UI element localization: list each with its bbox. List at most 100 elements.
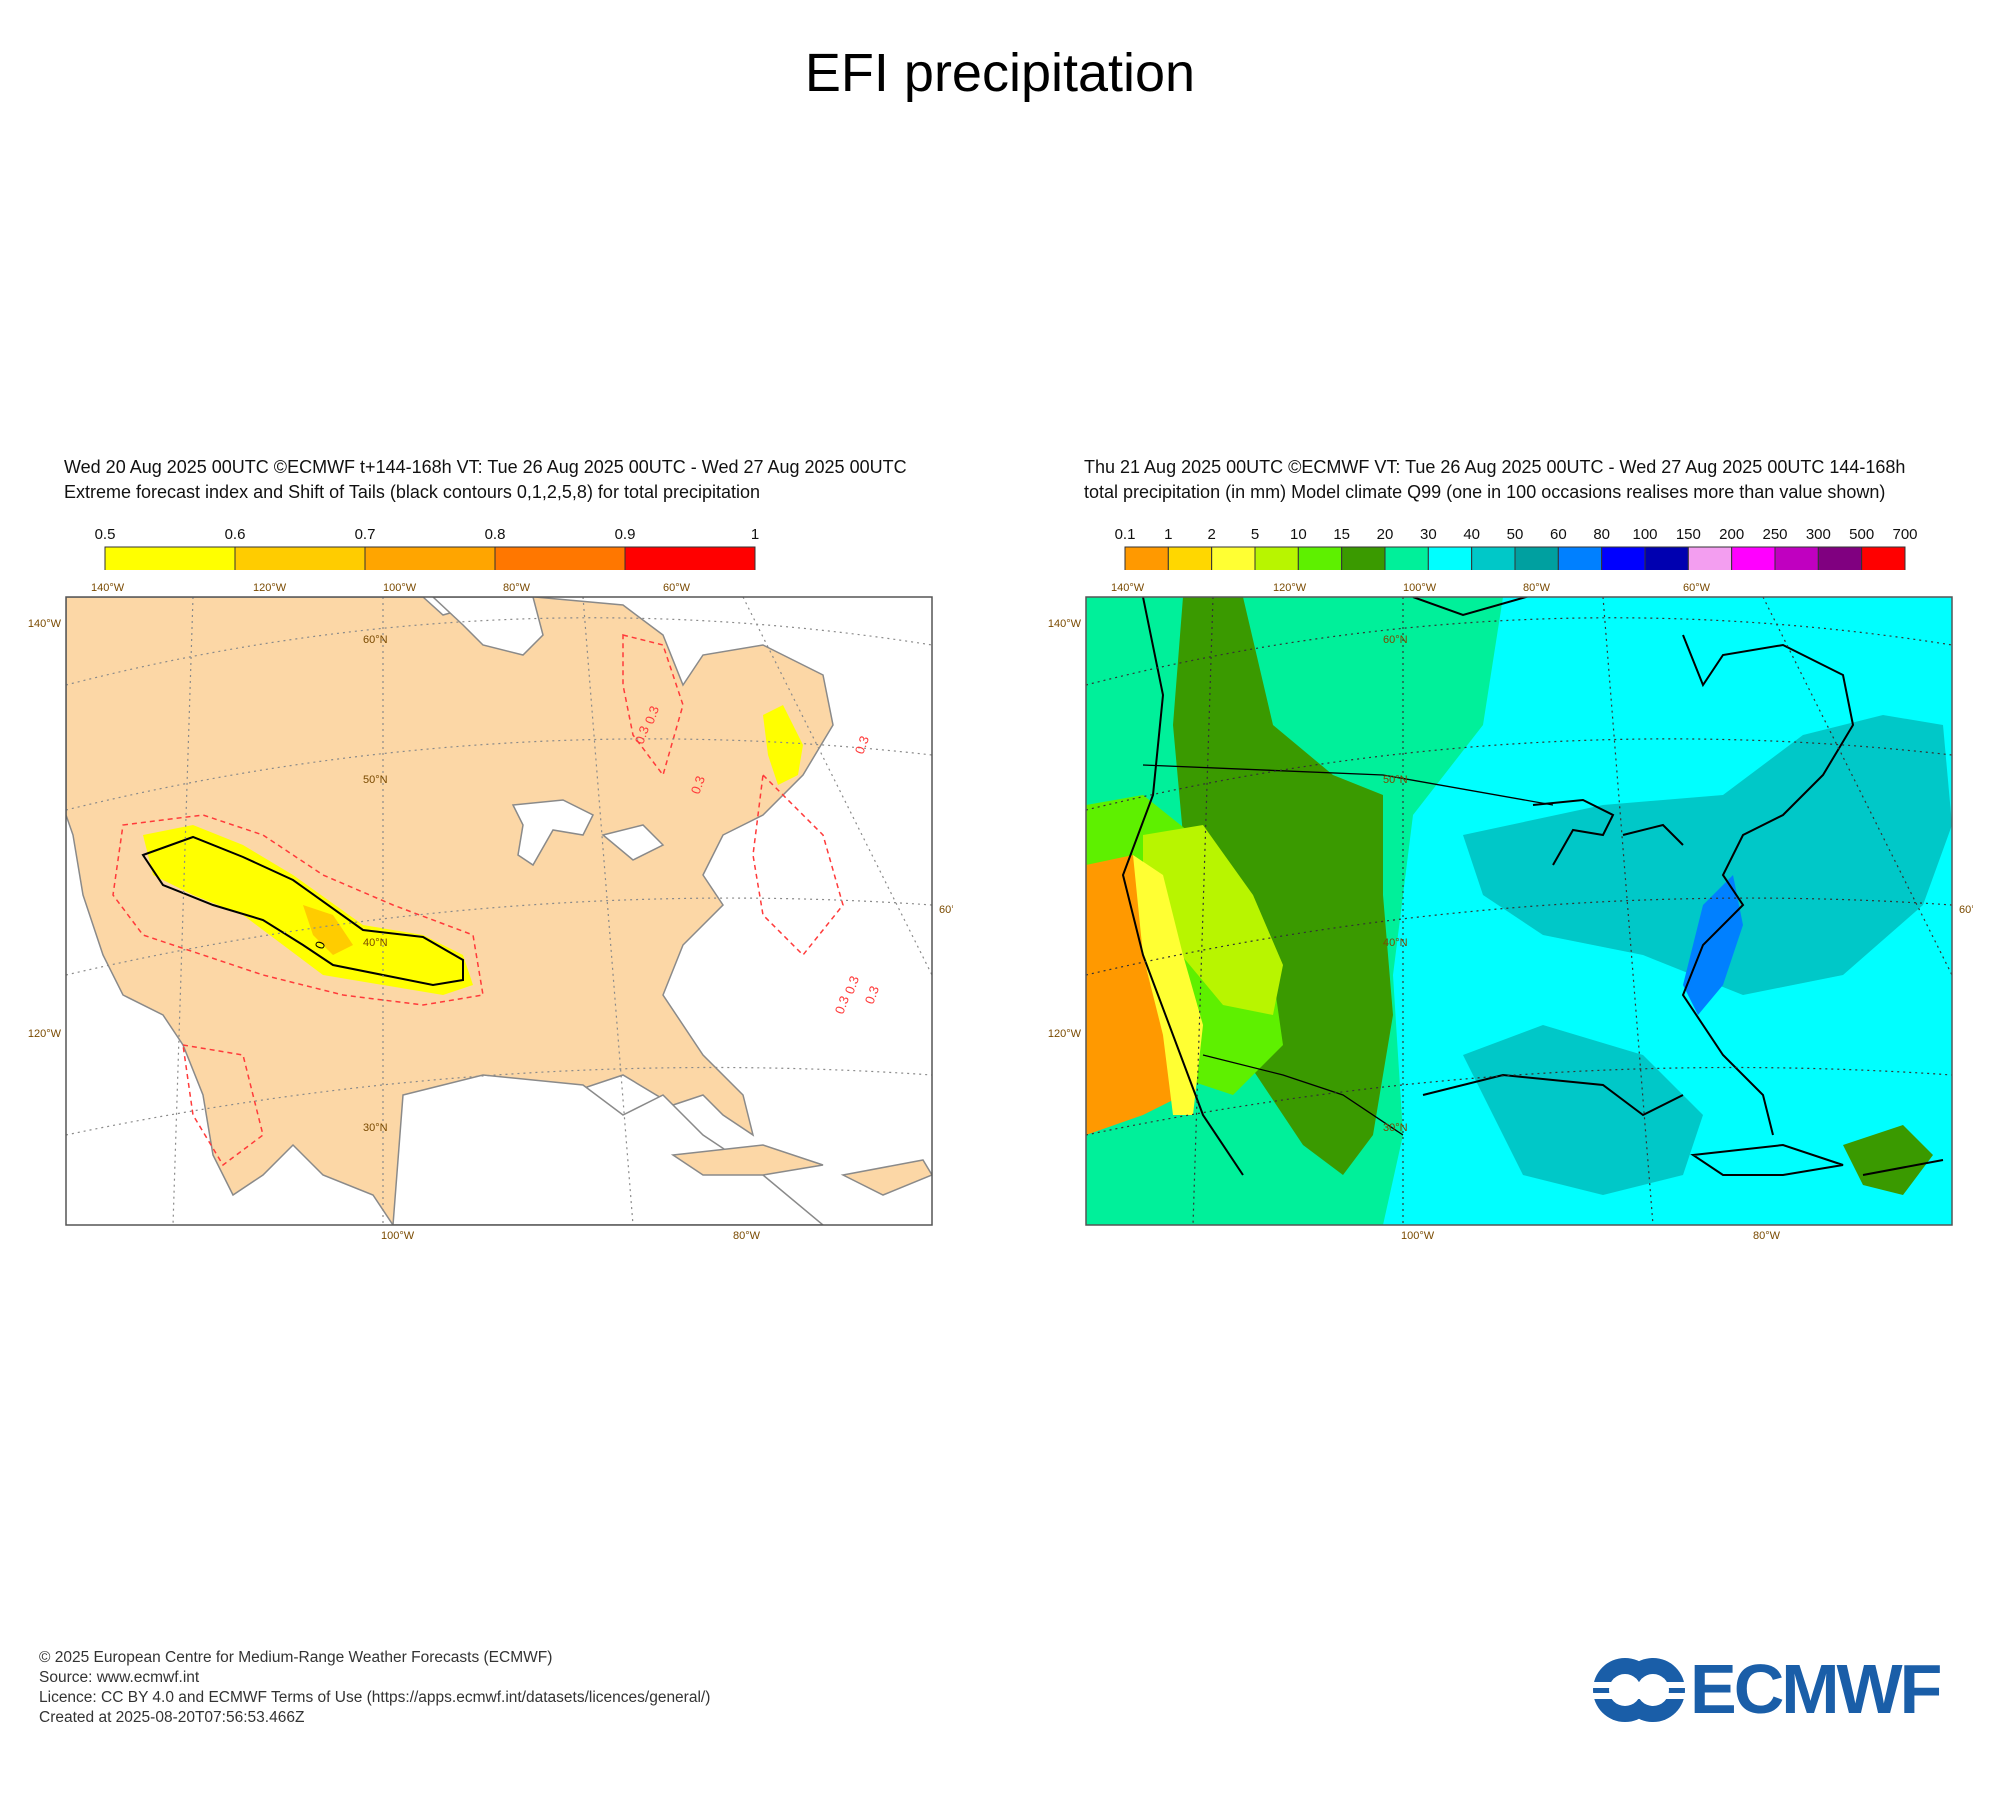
q99-lon-label-top: 140°W bbox=[1111, 582, 1145, 594]
q99-colorbar-label: 0.1 bbox=[1115, 526, 1136, 543]
q99-colorbar-label: 30 bbox=[1420, 526, 1437, 543]
q99-side-label-left: 120°W bbox=[1048, 1028, 1082, 1040]
efi-colorbar-swatch bbox=[624, 546, 756, 570]
q99-lon-label-top: 60°W bbox=[1683, 582, 1711, 594]
efi-lon-label-bottom: 80°W bbox=[733, 1230, 761, 1242]
efi-map-graticule bbox=[66, 597, 932, 1225]
q99-colorbar-swatch bbox=[1427, 546, 1473, 570]
q99-lon-label-top: 80°W bbox=[1523, 582, 1551, 594]
efi-colorbar-label: 0.7 bbox=[355, 526, 376, 543]
efi-lat-label: 60°N bbox=[363, 634, 388, 646]
q99-colorbar-label: 300 bbox=[1806, 526, 1831, 543]
q99-colorbar-label: 10 bbox=[1290, 526, 1307, 543]
ecmwf-logo: ECMWF bbox=[1590, 1653, 1970, 1725]
q99-colorbar-swatch bbox=[1384, 546, 1429, 570]
footer-licence: Licence: CC BY 4.0 and ECMWF Terms of Us… bbox=[39, 1689, 711, 1706]
footer-source: Source: www.ecmwf.int bbox=[39, 1669, 200, 1686]
efi-lon-label-top: 140°W bbox=[91, 582, 125, 594]
q99-colorbar-label: 15 bbox=[1333, 526, 1350, 543]
q99-colorbar-swatch bbox=[1644, 546, 1689, 570]
q99-colorbar-label: 150 bbox=[1676, 526, 1701, 543]
efi-colorbar-label: 0.8 bbox=[485, 526, 506, 543]
q99-colorbar-swatch bbox=[1167, 546, 1213, 570]
q99-colorbar: 0.1 1 2 5 10 15 20 30 40 50 60 80 100 150 200 250 300 500… bbox=[1115, 526, 1918, 570]
efi-map-hudson-bay bbox=[431, 597, 544, 656]
q99-map-orange-california bbox=[1086, 855, 1183, 1135]
efi-colorbar-label: 0.6 bbox=[225, 526, 246, 543]
footer-created: Created at 2025-08-20T07:56:53.466Z bbox=[39, 1709, 305, 1726]
q99-lon-label-bottom: 80°W bbox=[1753, 1230, 1781, 1242]
q99-colorbar-label: 500 bbox=[1849, 526, 1874, 543]
q99-colorbar-label: 2 bbox=[1207, 526, 1215, 543]
efi-map-sot-black-contours bbox=[141, 835, 464, 987]
efi-map: 140°W 120°W 100°W 80°W 60°W 100°W 80°W 60°N 50°N… bbox=[28, 582, 953, 1242]
q99-colorbar-swatch bbox=[1471, 546, 1516, 570]
q99-header-line1: Thu 21 Aug 2025 00UTC ©ECMWF VT: Tue 26 … bbox=[1084, 457, 1906, 477]
efi-contour-label: 0.3 bbox=[688, 774, 708, 796]
efi-lon-label-top: 120°W bbox=[253, 582, 287, 594]
q99-colorbar-swatch bbox=[1731, 546, 1776, 570]
q99-colorbar-label: 1 bbox=[1164, 526, 1172, 543]
q99-lat-label: 50°N bbox=[1383, 774, 1408, 786]
efi-map-gulf bbox=[392, 1074, 825, 1225]
q99-lat-label: 30°N bbox=[1383, 1122, 1408, 1134]
q99-colorbar-label: 60 bbox=[1550, 526, 1567, 543]
q99-map-graticule bbox=[1086, 597, 1952, 1225]
footer-credits: © 2025 European Centre for Medium-Range … bbox=[39, 1648, 710, 1728]
q99-side-label-right: 60°W bbox=[1959, 904, 1973, 916]
q99-map-darkgreen-caribbean bbox=[1843, 1125, 1933, 1195]
efi-lon-label-bottom: 100°W bbox=[381, 1230, 415, 1242]
q99-colorbar-swatch bbox=[1297, 546, 1343, 570]
efi-map-great-lakes bbox=[511, 799, 665, 867]
efi-map-efi-orange-region bbox=[303, 905, 353, 955]
q99-colorbar-swatch bbox=[1557, 546, 1603, 570]
efi-lon-label-top: 80°W bbox=[503, 582, 531, 594]
q99-map-coastlines bbox=[1121, 597, 1944, 1176]
efi-contour-label: 0.3 bbox=[832, 994, 852, 1016]
q99-map: 140°W 120°W 100°W 80°W 60°W 100°W 80°W 60°N 50°N… bbox=[1048, 582, 1973, 1242]
efi-lon-label-top: 100°W bbox=[383, 582, 417, 594]
efi-colorbar-label: 0.9 bbox=[615, 526, 636, 543]
q99-header-line2: total precipitation (in mm) Model climat… bbox=[1084, 482, 1886, 502]
q99-colorbar-label: 20 bbox=[1377, 526, 1394, 543]
q99-map-blue-east-coast bbox=[1683, 875, 1743, 1015]
efi-header-line2: Extreme forecast index and Shift of Tail… bbox=[64, 482, 761, 502]
efi-colorbar-swatch bbox=[494, 546, 626, 570]
efi-map-efi-yellow-region bbox=[143, 705, 803, 995]
q99-colorbar-label: 100 bbox=[1632, 526, 1657, 543]
efi-header: Wed 20 Aug 2025 00UTC ©ECMWF t+144-168h … bbox=[64, 455, 907, 505]
q99-lon-label-bottom: 100°W bbox=[1401, 1230, 1435, 1242]
efi-contour-label: 0.3 bbox=[862, 984, 882, 1006]
q99-colorbar-swatch bbox=[1817, 546, 1863, 570]
q99-map-yellow-california bbox=[1133, 855, 1203, 1115]
q99-lon-label-top: 100°W bbox=[1403, 582, 1437, 594]
q99-colorbar-swatch bbox=[1774, 546, 1819, 570]
efi-lon-label-top: 60°W bbox=[663, 582, 691, 594]
efi-map-frame bbox=[65, 596, 933, 1226]
q99-colorbar-label: 40 bbox=[1463, 526, 1480, 543]
q99-lat-label: 60°N bbox=[1383, 634, 1408, 646]
efi-map-cuba bbox=[670, 1144, 932, 1196]
q99-map-frame bbox=[1085, 596, 1953, 1226]
efi-lat-label: 50°N bbox=[363, 774, 388, 786]
efi-lat-label: 40°N bbox=[363, 937, 388, 949]
q99-colorbar-label: 250 bbox=[1762, 526, 1787, 543]
q99-side-label-left: 140°W bbox=[1048, 618, 1082, 630]
efi-colorbar-swatch bbox=[364, 546, 496, 570]
efi-side-label-right: 60°W bbox=[939, 904, 953, 916]
efi-contour-label: 0.3 bbox=[842, 974, 862, 996]
q99-map-borders bbox=[1142, 764, 1554, 1136]
efi-colorbar: 0.5 0.6 0.7 0.8 0.9 1 bbox=[95, 526, 759, 570]
efi-lat-label: 30°N bbox=[363, 1122, 388, 1134]
q99-colorbar-swatch bbox=[1124, 546, 1169, 570]
q99-colorbar-label: 50 bbox=[1507, 526, 1524, 543]
q99-panel: Thu 21 Aug 2025 00UTC ©ECMWF VT: Tue 26 … bbox=[1048, 455, 2000, 1255]
q99-colorbar-swatch bbox=[1514, 546, 1559, 570]
q99-colorbar-swatch bbox=[1211, 546, 1256, 570]
efi-contour-label: 0.3 bbox=[852, 734, 872, 756]
q99-colorbar-swatch bbox=[1687, 546, 1733, 570]
efi-side-label-left: 140°W bbox=[28, 618, 62, 630]
efi-colorbar-label: 0.5 bbox=[95, 526, 116, 543]
q99-map-darkgreen-mountains bbox=[1173, 597, 1393, 1175]
q99-colorbar-label: 5 bbox=[1251, 526, 1259, 543]
